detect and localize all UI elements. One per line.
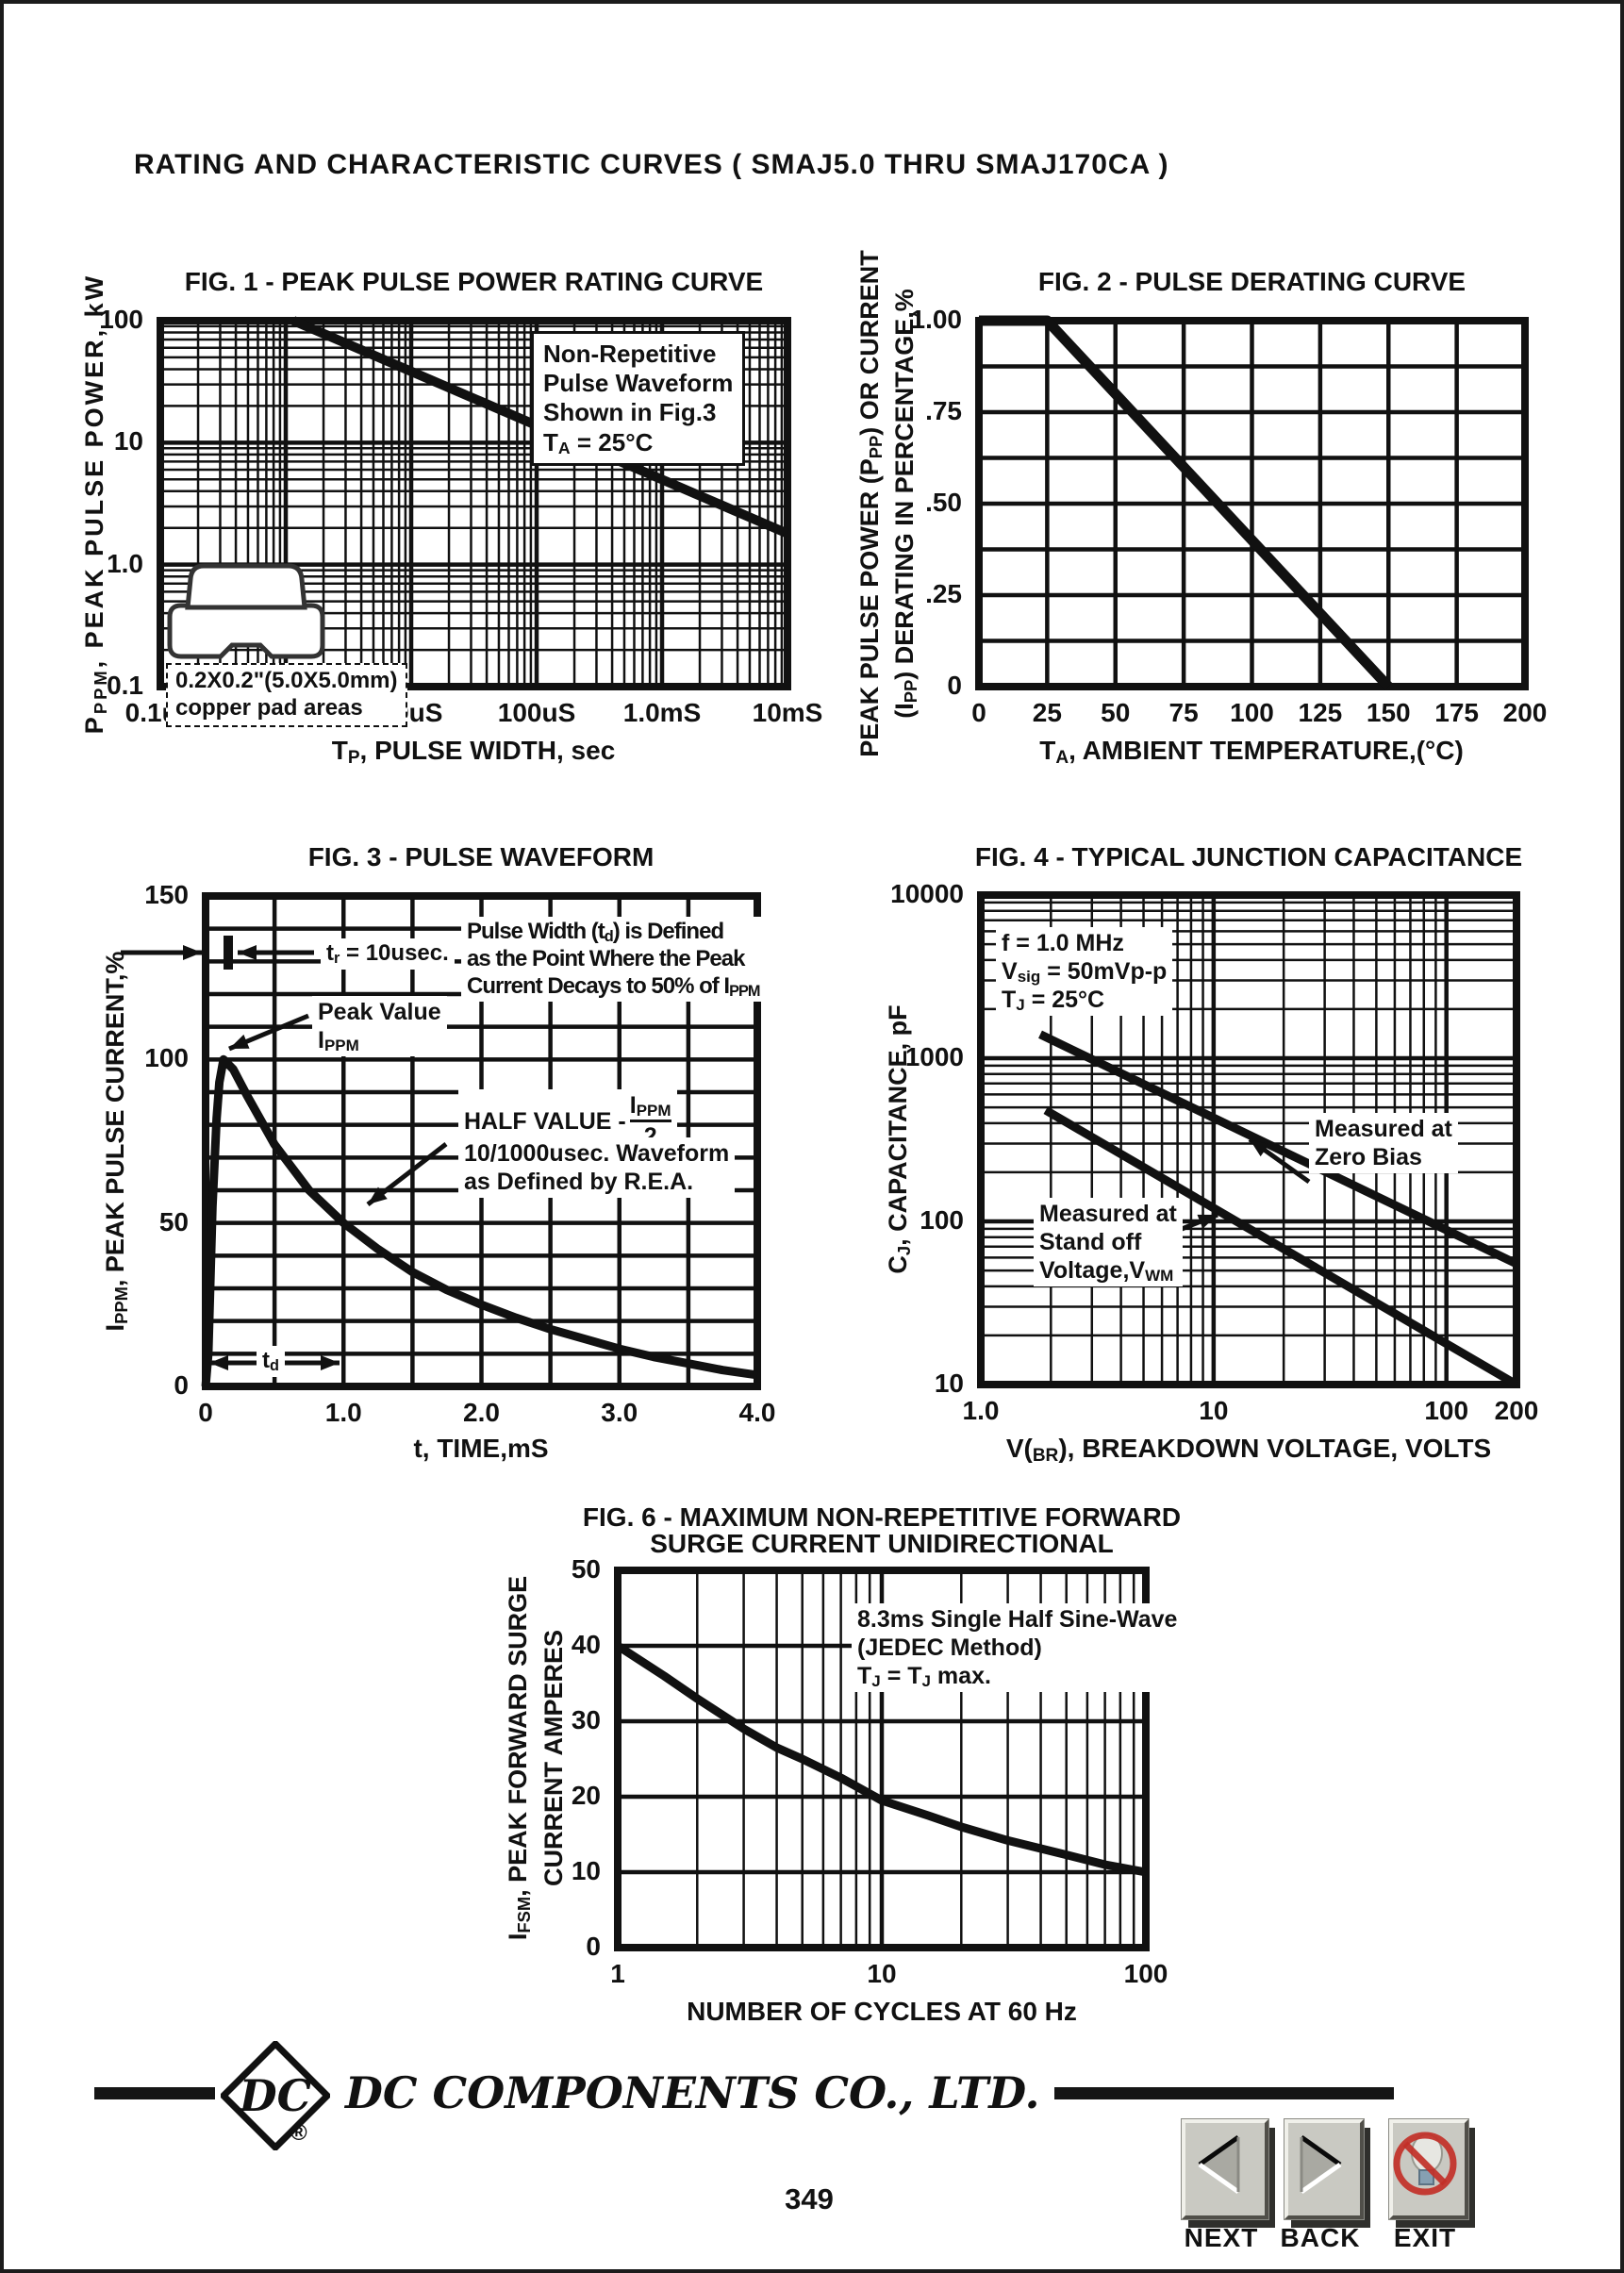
y-tick-label: 50 bbox=[158, 1206, 189, 1236]
annotation-note: td bbox=[257, 1346, 285, 1377]
annotation-note: Pulse Width (td) is Defined as the Point … bbox=[461, 917, 766, 1003]
y-tick-label: 0 bbox=[586, 1932, 601, 1961]
fig2-x-axis-label: TA, AMBIENT TEMPERATURE,(°C) bbox=[1039, 736, 1464, 768]
x-tick-label: 100 bbox=[1123, 1959, 1168, 1988]
annotation-note: tr = 10usec. bbox=[321, 938, 455, 970]
y-tick-label: 150 bbox=[144, 880, 189, 909]
y-tick-label: 40 bbox=[571, 1630, 601, 1659]
y-tick-label: 0.1 bbox=[107, 671, 143, 700]
page-number: 349 bbox=[785, 2182, 834, 2215]
annotation-note: Non-Repetitive Pulse Waveform Shown in Fig… bbox=[531, 331, 746, 466]
x-tick-label: 10 bbox=[867, 1959, 897, 1988]
x-tick-label: 3.0 bbox=[601, 1398, 638, 1427]
annotation-note: 0.2X0.2"(5.0X5.0mm) copper pad areas bbox=[166, 663, 407, 727]
x-tick-label: 100uS bbox=[497, 698, 576, 727]
y-tick-label: 20 bbox=[571, 1781, 601, 1810]
x-tick-label: 125 bbox=[1298, 698, 1343, 727]
x-tick-label: 1.0mS bbox=[622, 698, 702, 727]
y-tick-label: 1.0 bbox=[107, 548, 143, 578]
exit-button-label: EXIT bbox=[1393, 2223, 1457, 2252]
annotation-note: 10/1000usec. Waveform as Defined by R.E.A… bbox=[458, 1137, 736, 1198]
fig4-title: FIG. 4 - TYPICAL JUNCTION CAPACITANCE bbox=[974, 842, 1523, 871]
y-tick-label: 10000 bbox=[890, 879, 964, 908]
footer-rule-left bbox=[94, 2087, 215, 2099]
y-tick-label: 10 bbox=[113, 426, 143, 456]
x-tick-label: 200 bbox=[1502, 698, 1548, 727]
y-tick-label: 10 bbox=[571, 1856, 601, 1885]
logo-monogram: DC bbox=[238, 2070, 312, 2121]
x-tick-label: 0 bbox=[971, 698, 986, 727]
y-tick-label: .75 bbox=[925, 396, 962, 425]
y-tick-label: 100 bbox=[99, 305, 143, 334]
x-tick-label: 150 bbox=[1366, 698, 1411, 727]
annotation-note: Measured at Stand off Voltage,VWM bbox=[1034, 1198, 1183, 1286]
next-button-label: NEXT bbox=[1184, 2223, 1259, 2252]
sma-package-drawing bbox=[167, 563, 325, 659]
x-tick-label: 1.0 bbox=[962, 1396, 1000, 1425]
x-tick-label: 50 bbox=[1101, 698, 1131, 727]
footer-rule-right bbox=[1054, 2087, 1394, 2099]
y-tick-label: .25 bbox=[925, 579, 962, 608]
x-tick-label: 1.0 bbox=[324, 1398, 362, 1427]
fig6-title-line2: SURGE CURRENT UNIDIRECTIONAL bbox=[650, 1529, 1114, 1558]
annotation-note: 8.3ms Single Half Sine-Wave (JEDEC Method… bbox=[852, 1603, 1184, 1692]
page-title: RATING AND CHARACTERISTIC CURVES ( SMAJ5… bbox=[134, 149, 1169, 180]
fig1-x-axis-label: TP, PULSE WIDTH, sec bbox=[331, 736, 616, 768]
fig1-title: FIG. 1 - PEAK PULSE POWER RATING CURVE bbox=[184, 267, 764, 296]
fig3-x-axis-label: t, TIME,mS bbox=[413, 1434, 549, 1463]
y-tick-label: .50 bbox=[925, 488, 962, 517]
x-tick-label: 200 bbox=[1494, 1396, 1539, 1425]
x-tick-label: 100 bbox=[1230, 698, 1274, 727]
fig3-y-axis-label: IPPM, PEAK PULSE CURRENT,% bbox=[101, 951, 131, 1332]
x-tick-label: 175 bbox=[1434, 698, 1479, 727]
y-tick-label: 0 bbox=[947, 671, 962, 700]
fig6-x-axis-label: NUMBER OF CYCLES AT 60 Hz bbox=[687, 1997, 1077, 2026]
y-tick-label: 0 bbox=[174, 1370, 189, 1400]
fig3-title: FIG. 3 - PULSE WAVEFORM bbox=[307, 842, 655, 871]
back-button[interactable] bbox=[1284, 2118, 1365, 2220]
x-tick-label: 0 bbox=[198, 1398, 213, 1427]
triangle-left-icon bbox=[1198, 2134, 1240, 2195]
y-tick-label: 10 bbox=[934, 1369, 964, 1398]
y-tick-label: 1000 bbox=[904, 1042, 964, 1071]
y-tick-label: 100 bbox=[920, 1205, 964, 1235]
triangle-right-icon bbox=[1300, 2134, 1342, 2195]
fig2-title: FIG. 2 - PULSE DERATING CURVE bbox=[1037, 267, 1467, 296]
next-button[interactable] bbox=[1181, 2118, 1269, 2220]
y-tick-label: 50 bbox=[571, 1554, 601, 1584]
dc-components-logo: DC bbox=[221, 2041, 330, 2150]
exit-button[interactable] bbox=[1388, 2118, 1469, 2220]
fig6-title-line1: FIG. 6 - MAXIMUM NON-REPETITIVE FORWARD bbox=[582, 1502, 1182, 1532]
back-button-label: BACK bbox=[1280, 2223, 1361, 2252]
y-tick-label: 1.00 bbox=[910, 305, 963, 334]
fig2-chart bbox=[975, 315, 1529, 690]
x-tick-label: 4.0 bbox=[738, 1398, 776, 1427]
x-tick-label: 25 bbox=[1032, 698, 1062, 727]
x-tick-label: 75 bbox=[1168, 698, 1199, 727]
fig4-x-axis-label: V(BR), BREAKDOWN VOLTAGE, VOLTS bbox=[1005, 1434, 1492, 1466]
y-tick-label: 100 bbox=[144, 1043, 189, 1073]
registered-trademark-symbol: ® bbox=[290, 2120, 307, 2146]
annotation-note: Measured at Zero Bias bbox=[1309, 1113, 1458, 1173]
x-tick-label: 100 bbox=[1424, 1396, 1469, 1425]
fig4-y-axis-label: CJ, CAPACITANCE, pF bbox=[884, 1004, 914, 1274]
annotation-note: Peak Value IPPM bbox=[312, 996, 447, 1056]
x-tick-label: 10mS bbox=[752, 698, 823, 727]
annotation-note: f = 1.0 MHz Vsig = 50mVp-p TJ = 25°C bbox=[996, 927, 1173, 1016]
company-name: DC COMPONENTS CO., LTD. bbox=[345, 2067, 1040, 2118]
x-tick-label: 1 bbox=[610, 1959, 625, 1988]
prohibition-bulb-icon bbox=[1393, 2132, 1457, 2196]
x-tick-label: 10 bbox=[1199, 1396, 1229, 1425]
x-tick-label: 2.0 bbox=[463, 1398, 500, 1427]
y-tick-label: 30 bbox=[571, 1705, 601, 1734]
